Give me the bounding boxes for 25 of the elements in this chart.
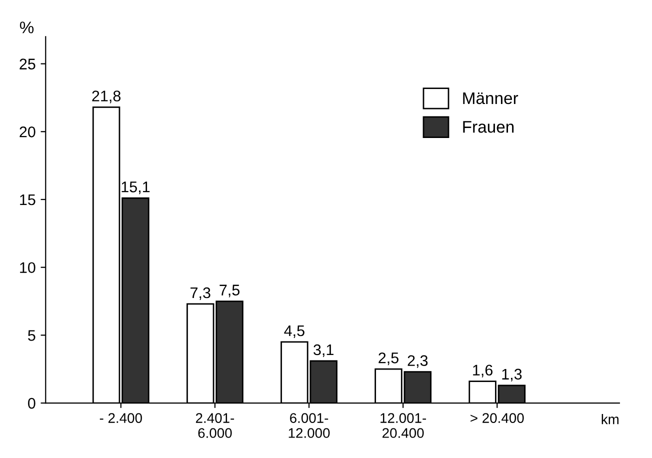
x-tick-label: - 2.400 (100, 413, 142, 423)
data-label: 2,3 (408, 355, 428, 368)
x-tick-label: > 20.400 (470, 413, 524, 423)
y-tick-label: 5 (28, 330, 36, 341)
data-label: 2,5 (378, 352, 398, 366)
x-tick-label: 6.001- 12.000 (288, 413, 330, 438)
y-tick-label: 0 (28, 398, 36, 409)
x-tick-label: 12.001- 20.400 (380, 413, 426, 438)
data-label: 1,3 (502, 368, 522, 382)
legend-label: Männer (463, 92, 518, 104)
y-tick-label: 15 (20, 194, 36, 206)
y-tick-label: 25 (20, 58, 36, 70)
data-label: 4,5 (284, 326, 304, 338)
y-tick-label: 10 (20, 262, 36, 274)
x-axis-title: km (602, 414, 618, 424)
data-label: 21,8 (92, 90, 121, 104)
y-axis-title: % (20, 22, 34, 34)
y-tick-label: 20 (20, 126, 36, 138)
data-label: 3,1 (314, 344, 334, 357)
data-label: 1,6 (473, 364, 492, 378)
data-label: 7,3 (190, 287, 210, 300)
legend-label: Frauen (463, 121, 514, 133)
x-tick-label: 2.401- 6.000 (196, 413, 234, 438)
data-label: 15,1 (122, 182, 150, 194)
data-label: 7,5 (220, 284, 240, 298)
